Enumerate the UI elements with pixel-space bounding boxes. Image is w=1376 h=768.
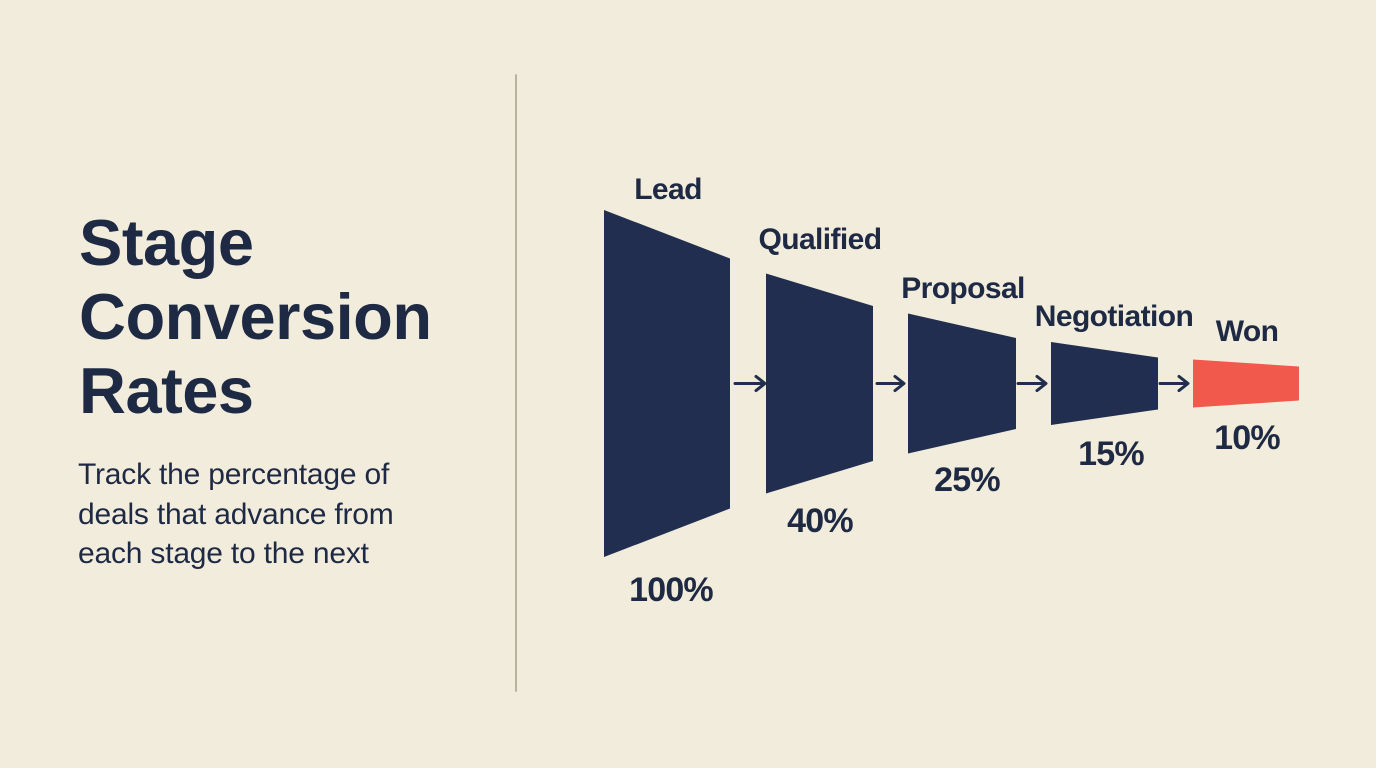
stage-value-lead: 100% bbox=[629, 571, 713, 609]
stage-label-lead: Lead bbox=[634, 173, 702, 206]
page-title: Stage Conversion Rates bbox=[79, 206, 432, 427]
vertical-divider bbox=[515, 74, 517, 692]
stage-value-qualified: 40% bbox=[787, 502, 853, 540]
arrow-icon-2 bbox=[875, 374, 906, 393]
arrow-icon-1 bbox=[733, 374, 767, 393]
stage-label-qualified: Qualified bbox=[759, 223, 882, 256]
stage-label-negotiation: Negotiation bbox=[1035, 300, 1193, 333]
stage-label-proposal: Proposal bbox=[901, 272, 1025, 305]
stage-value-negotiation: 15% bbox=[1078, 435, 1144, 473]
page-subtitle: Track the percentage of deals that advan… bbox=[78, 458, 394, 570]
funnel-segment-proposal bbox=[908, 313, 1016, 454]
stage-label-won: Won bbox=[1216, 315, 1279, 348]
funnel-segment-won bbox=[1193, 359, 1299, 408]
stage-value-won: 10% bbox=[1214, 419, 1280, 457]
funnel-segment-negotiation bbox=[1051, 342, 1158, 425]
arrow-icon-4 bbox=[1158, 374, 1190, 393]
funnel-segment-lead bbox=[604, 210, 730, 557]
arrow-icon-3 bbox=[1016, 374, 1048, 393]
stage-value-proposal: 25% bbox=[934, 461, 1000, 499]
funnel-segment-qualified bbox=[766, 273, 873, 494]
left-panel: Stage Conversion Rates Track the percent… bbox=[0, 0, 516, 768]
